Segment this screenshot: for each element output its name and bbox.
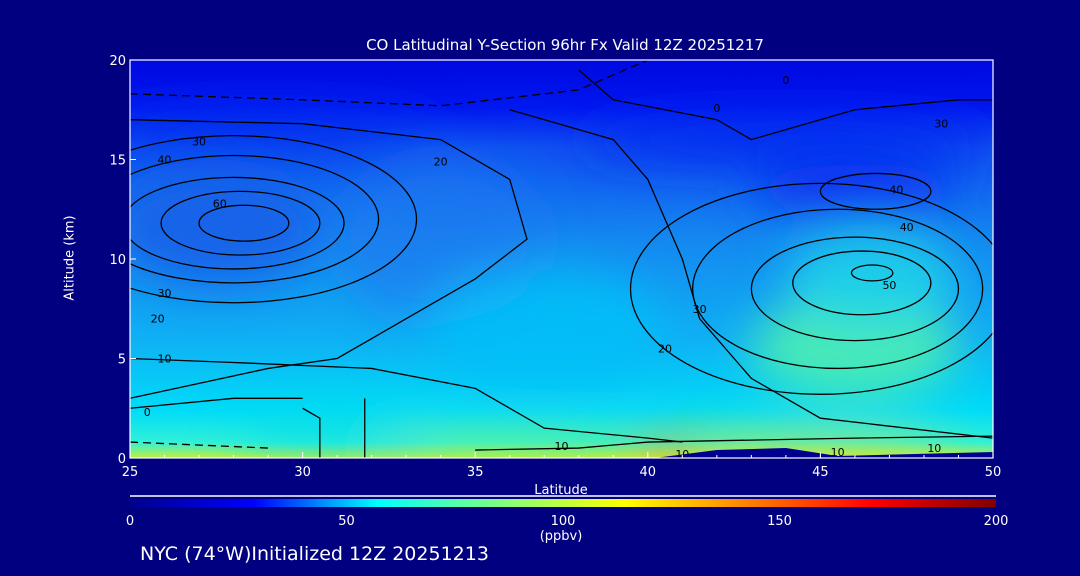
colorbar-tick-label: 150 bbox=[767, 514, 792, 529]
footer-init-label: NYC (74°W)Initialized 12Z 20251213 bbox=[140, 543, 489, 565]
x-tick-label: 35 bbox=[467, 465, 484, 480]
contour-lines bbox=[130, 60, 993, 458]
field-layer bbox=[130, 60, 993, 458]
contour-label: 30 bbox=[158, 287, 172, 300]
contour-label: 30 bbox=[693, 303, 707, 316]
y-tick-label: 5 bbox=[118, 353, 126, 368]
contour-label: 10 bbox=[555, 440, 569, 453]
colorbar-tick-label: 0 bbox=[126, 514, 134, 529]
contour-10 bbox=[130, 357, 683, 443]
contour-upper bbox=[578, 69, 993, 141]
y-tick-label: 15 bbox=[109, 154, 126, 169]
contour-label: 50 bbox=[882, 279, 896, 292]
x-tick-label: 25 bbox=[122, 465, 139, 480]
contour-label: 10 bbox=[831, 446, 845, 459]
contour-label: 10 bbox=[927, 442, 941, 455]
contour-left bbox=[130, 154, 380, 284]
x-tick-label: 40 bbox=[640, 465, 657, 480]
contour-right bbox=[750, 236, 960, 342]
contour-right-upper bbox=[819, 172, 932, 210]
contour-20 bbox=[130, 119, 528, 399]
chart-title: CO Latitudinal Y-Section 96hr Fx Valid 1… bbox=[366, 36, 764, 54]
y-tick-label: 10 bbox=[109, 253, 126, 268]
contour-right bbox=[792, 250, 932, 316]
contour-0 bbox=[130, 397, 303, 409]
x-axis-label: Latitude bbox=[534, 483, 588, 498]
colorbar-tick-label: 50 bbox=[338, 514, 355, 529]
contour-left bbox=[130, 134, 418, 304]
contour-right bbox=[629, 182, 993, 395]
contour-label: 40 bbox=[158, 154, 172, 167]
contour-label: 60 bbox=[213, 197, 227, 210]
contour-label: 20 bbox=[658, 343, 672, 356]
field-blob bbox=[233, 406, 441, 447]
field-blobs bbox=[130, 109, 993, 458]
contour-labels: 30 40 20 60 30 20 10 0 0 0 40 40 30 50 30 20 10 10 10 10 bbox=[144, 74, 948, 461]
field-blob bbox=[423, 268, 666, 389]
field-blob bbox=[130, 109, 441, 150]
contour-label: 40 bbox=[889, 183, 903, 196]
x-tick-label: 45 bbox=[812, 465, 829, 480]
contour-right bbox=[850, 264, 894, 282]
colorbar-tick-label: 100 bbox=[551, 514, 576, 529]
contour-label: 30 bbox=[934, 118, 948, 131]
contour-left bbox=[198, 204, 290, 242]
contour-right bbox=[692, 208, 984, 370]
field-blob bbox=[130, 173, 320, 285]
contour-surface bbox=[475, 435, 993, 451]
contour-left bbox=[160, 190, 321, 256]
contour-surface-left bbox=[302, 407, 321, 458]
colorbar-units: (ppbv) bbox=[539, 529, 583, 544]
field-blob bbox=[785, 229, 959, 329]
contour-label: 20 bbox=[151, 313, 165, 326]
contour-upper-dashed bbox=[130, 60, 649, 107]
contour-label: 40 bbox=[900, 221, 914, 234]
terrain-mask bbox=[654, 448, 993, 458]
contour-left bbox=[130, 176, 345, 270]
contour-label: 10 bbox=[158, 353, 172, 366]
x-tick-label: 30 bbox=[294, 465, 311, 480]
colorbar bbox=[130, 499, 996, 507]
y-tick-label: 0 bbox=[118, 452, 126, 467]
contour-label: 10 bbox=[675, 448, 689, 461]
field-blob bbox=[371, 434, 648, 458]
colorbar-tick-label: 200 bbox=[984, 514, 1009, 529]
contour-label: 0 bbox=[713, 102, 720, 115]
y-tick-label: 20 bbox=[109, 54, 126, 69]
x-tick-label: 50 bbox=[985, 465, 1002, 480]
plot-area: 30 40 20 60 30 20 10 0 0 0 40 40 30 50 30 20 10 10 10 10 bbox=[130, 60, 993, 461]
contour-0-dotted bbox=[130, 441, 269, 449]
contour-label: 0 bbox=[144, 406, 151, 419]
contour-label: 0 bbox=[782, 74, 789, 87]
contour-label: 20 bbox=[434, 155, 448, 168]
field-blob bbox=[578, 113, 993, 166]
contour-30-mid bbox=[509, 109, 993, 439]
contour-label: 30 bbox=[192, 136, 206, 149]
